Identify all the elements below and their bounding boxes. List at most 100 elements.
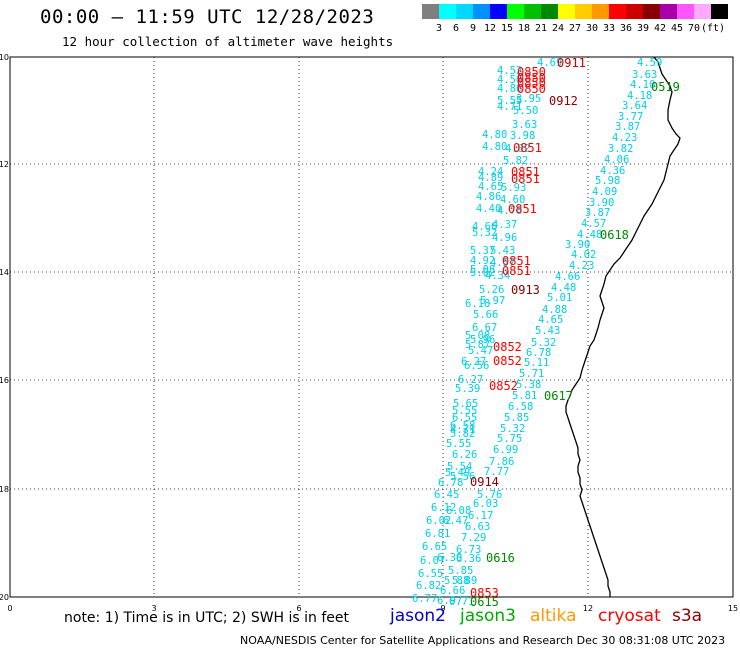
wave-height-value: 6.27 <box>458 374 483 386</box>
wave-height-value: 3.95 <box>516 93 541 105</box>
wave-height-value: 5.43 <box>490 245 515 257</box>
wave-height-value: 4.36 <box>600 165 625 177</box>
wave-height-value: 4.69 <box>537 57 562 69</box>
coastline <box>565 56 681 597</box>
pass-time-label: 0850 <box>517 65 546 79</box>
legend-label: 15 <box>500 23 514 34</box>
pass-time-label: 0850 <box>517 76 546 90</box>
legend-label: 12 <box>483 23 497 34</box>
legend-swatch <box>643 4 660 19</box>
wave-height-value: 4.82 <box>505 143 530 155</box>
wave-height-value: 6.02 <box>426 515 451 527</box>
wave-height-value: 4.18 <box>627 90 652 102</box>
wave-height-value: 6.03 <box>473 498 498 510</box>
wave-height-value: 5.32 <box>500 423 525 435</box>
wave-height-value: 5.55 <box>452 405 477 417</box>
wave-height-value: 4.09 <box>592 186 617 198</box>
legend-label: 18 <box>517 23 531 34</box>
wave-height-value: 6.55 <box>418 568 443 580</box>
wave-height-value: 5.97 <box>480 295 505 307</box>
wave-height-value: 4.71 <box>497 101 522 113</box>
latitude-label: -14 <box>0 268 9 277</box>
legend-label: 3 <box>435 23 443 34</box>
wave-height-value: 4.23 <box>569 260 594 272</box>
pass-time-label: 0913 <box>511 283 540 297</box>
legend-label: 36 <box>619 23 633 34</box>
wave-height-value: 5.76 <box>477 489 502 501</box>
wave-height-value: 6.97 <box>437 595 462 607</box>
lat-lon-grid <box>10 57 733 597</box>
longitude-label: 15 <box>728 604 738 613</box>
wave-height-value: 5.89 <box>452 575 477 587</box>
wave-height-value: 5.32 <box>472 227 497 239</box>
wave-height-value: 4.86 <box>497 83 522 95</box>
legend-label: (ft) <box>701 23 726 34</box>
wave-height-value: 4.52 <box>497 65 522 77</box>
map-frame <box>9 56 734 598</box>
wave-height-value: 5.56 <box>450 471 475 483</box>
latitude-label: -20 <box>0 593 9 602</box>
wave-height-value: 5.66 <box>473 309 498 321</box>
wave-height-value: 6.26 <box>452 449 477 461</box>
wave-height-value: 3.98 <box>510 130 535 142</box>
wave-height-value: 5.39 <box>455 383 480 395</box>
wave-height-value: 3.90 <box>589 197 614 209</box>
wave-height-value: 4.59 <box>637 57 662 69</box>
wave-height-value: 5.96 <box>470 334 495 346</box>
pass-time-label: 0851 <box>502 264 531 278</box>
wave-height-labels: 4.69 4.594.52 3.634.50 4.104.864.185.553.95… <box>412 57 662 608</box>
wave-height-value: 4.48 <box>577 229 602 241</box>
wave-height-value: 4.66 <box>555 271 580 283</box>
wave-height-value: 5.01 <box>547 292 572 304</box>
longitude-label: 6 <box>296 604 301 613</box>
pass-time-label: 0850 <box>517 82 546 96</box>
wave-height-value: 5.43 <box>535 325 560 337</box>
wave-height-value: 5.55 <box>446 438 471 450</box>
wave-height-value: 5.47 <box>468 345 493 357</box>
legend-label: 33 <box>602 23 616 34</box>
wave-height-value: 3.90 <box>565 239 590 251</box>
pass-time-label: 0617 <box>544 389 573 403</box>
longitude-label: 12 <box>583 604 593 613</box>
axis-tick-labels: -10 -12 -14 -16 -18 -20 0 3 6 9 12 15 <box>0 53 738 613</box>
wave-height-value: 6.47 <box>443 515 468 527</box>
wave-height-value: 6.66 <box>440 585 465 597</box>
wave-height-value: 5.38 <box>516 379 541 391</box>
wave-height-value: 5.02 <box>470 267 495 279</box>
legend-label: 45 <box>670 23 684 34</box>
wave-height-value: 6.45 <box>434 489 459 501</box>
wave-height-value: 6.63 <box>465 521 490 533</box>
satellite-s3a-label: s3a <box>672 606 703 626</box>
wave-height-value: 6.78 <box>526 347 551 359</box>
wave-height-value: 6.17 <box>468 510 493 522</box>
legend-swatch <box>694 4 711 19</box>
wave-height-value: 4.65 <box>478 181 503 193</box>
wave-height-value: 5.50 <box>513 105 538 117</box>
wave-height-value: 3.82 <box>608 143 633 155</box>
satellite-altika-label: altika <box>530 606 577 626</box>
wave-height-value: 4.50 <box>497 74 522 86</box>
footer-note: note: 1) Time is in UTC; 2) SWH is in fe… <box>64 610 350 626</box>
pass-time-label: 0852 <box>489 379 518 393</box>
wave-height-value: 6.99 <box>493 444 518 456</box>
wave-height-value: 5.82 <box>450 428 475 440</box>
legend-swatch <box>490 4 507 19</box>
wave-height-value: 4.57 <box>490 257 515 269</box>
wave-height-value: 6.82 <box>416 580 441 592</box>
wave-height-value: 5.87 <box>465 339 490 351</box>
wave-height-value: 6.18 <box>465 298 490 310</box>
legend-swatch <box>524 4 541 19</box>
wave-height-value: 4.89 <box>478 172 503 184</box>
satellite-jason3-label: jason3 <box>460 606 516 626</box>
wave-height-value: 7.29 <box>461 532 486 544</box>
legend-swatch <box>507 4 524 19</box>
wave-height-value: 4.24 <box>478 166 503 178</box>
pass-time-label: 0853 <box>470 586 499 600</box>
wave-height-value: 6.55 <box>452 412 477 424</box>
legend-swatch <box>592 4 609 19</box>
pass-time-label: 0850 <box>517 71 546 85</box>
pass-time-label: 0851 <box>508 202 537 216</box>
wave-height-value: 5.55 <box>497 95 522 107</box>
wave-height-value: 6.81 <box>425 528 450 540</box>
chart-title: 00:00 – 11:59 UTC 12/28/2023 <box>40 6 375 28</box>
